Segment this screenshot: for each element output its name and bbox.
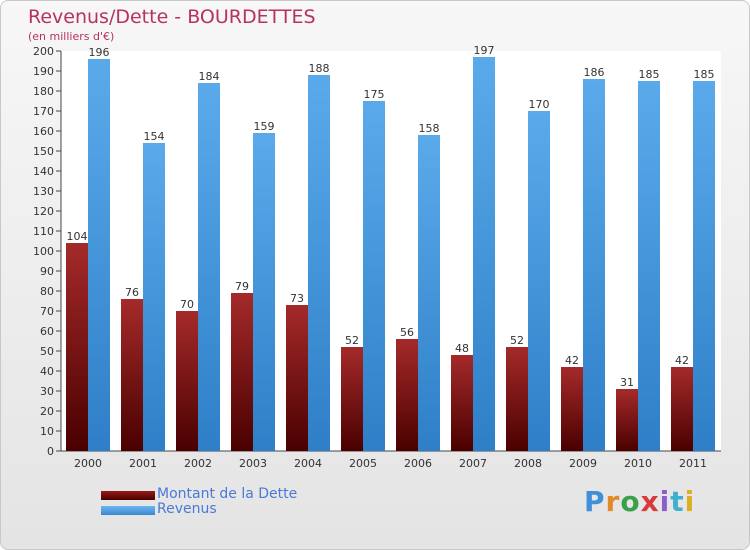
bar-revenus-2001 [143, 143, 165, 451]
y-tick-label: 140 [33, 165, 54, 178]
y-tick-label: 160 [33, 125, 54, 138]
y-tick-label: 40 [40, 365, 54, 378]
y-tick-label: 180 [33, 85, 54, 98]
y-tick-label: 110 [33, 225, 54, 238]
x-tick-label-2009: 2009 [569, 457, 597, 470]
data-label-dette-2005: 52 [345, 334, 359, 347]
bar-revenus-2007 [473, 57, 495, 451]
data-label-revenus-2003: 159 [254, 120, 275, 133]
y-tick-label: 10 [40, 425, 54, 438]
y-tick-label: 60 [40, 325, 54, 338]
y-tick-label: 200 [33, 45, 54, 58]
bar-dette-2003 [231, 293, 253, 451]
data-label-dette-2009: 42 [565, 354, 579, 367]
bar-dette-2000 [66, 243, 88, 451]
x-tick-label-2003: 2003 [239, 457, 267, 470]
x-tick-label-2008: 2008 [514, 457, 542, 470]
y-tick-label: 130 [33, 185, 54, 198]
y-tick-label: 50 [40, 345, 54, 358]
logo-letter: o [620, 485, 641, 518]
bar-dette-2009 [561, 367, 583, 451]
proxiti-logo: Proxiti [584, 485, 695, 518]
logo-letter: x [640, 485, 660, 518]
bar-dette-2010 [616, 389, 638, 451]
data-label-revenus-2000: 196 [89, 46, 110, 59]
y-tick-label: 90 [40, 265, 54, 278]
logo-letter: i [684, 485, 696, 518]
logo-letter: t [670, 485, 685, 518]
y-tick-label: 70 [40, 305, 54, 318]
y-tick-label: 150 [33, 145, 54, 158]
x-tick-label-2006: 2006 [404, 457, 432, 470]
legend-swatch-dette [101, 491, 155, 500]
bar-dette-2002 [176, 311, 198, 451]
data-label-dette-2010: 31 [620, 376, 634, 389]
y-tick-label: 170 [33, 105, 54, 118]
x-tick-label-2011: 2011 [679, 457, 707, 470]
data-label-revenus-2006: 158 [419, 122, 440, 135]
y-tick-label: 80 [40, 285, 54, 298]
chart-title: Revenus/Dette - BOURDETTES [28, 6, 316, 28]
data-label-dette-2000: 104 [67, 230, 88, 243]
bar-dette-2008 [506, 347, 528, 451]
bar-revenus-2009 [583, 79, 605, 451]
x-tick-label-2010: 2010 [624, 457, 652, 470]
data-label-revenus-2011: 185 [694, 68, 715, 81]
legend-label-revenus: Revenus [157, 501, 217, 517]
bar-dette-2006 [396, 339, 418, 451]
bar-revenus-2004 [308, 75, 330, 451]
data-label-dette-2011: 42 [675, 354, 689, 367]
plot-area [61, 51, 721, 451]
logo-letter: P [584, 485, 606, 518]
bar-dette-2005 [341, 347, 363, 451]
data-label-revenus-2010: 185 [639, 68, 660, 81]
bar-revenus-2003 [253, 133, 275, 451]
data-label-dette-2004: 73 [290, 292, 304, 305]
x-tick-label-2005: 2005 [349, 457, 377, 470]
logo-letter: r [605, 485, 621, 518]
y-tick-label: 20 [40, 405, 54, 418]
data-label-revenus-2008: 170 [529, 98, 550, 111]
x-tick-label-2000: 2000 [74, 457, 102, 470]
bar-dette-2007 [451, 355, 473, 451]
bar-revenus-2005 [363, 101, 385, 451]
y-tick-label: 120 [33, 205, 54, 218]
bar-dette-2004 [286, 305, 308, 451]
y-tick-label: 0 [47, 445, 54, 458]
data-label-revenus-2002: 184 [199, 70, 220, 83]
data-label-revenus-2007: 197 [474, 44, 495, 57]
x-tick-label-2007: 2007 [459, 457, 487, 470]
x-tick-label-2001: 2001 [129, 457, 157, 470]
bar-dette-2001 [121, 299, 143, 451]
logo-letter: i [659, 485, 671, 518]
chart-subtitle: (en milliers d'€) [28, 30, 115, 43]
data-label-revenus-2001: 154 [144, 130, 165, 143]
data-label-dette-2003: 79 [235, 280, 249, 293]
x-tick-label-2002: 2002 [184, 457, 212, 470]
x-tick-label-2004: 2004 [294, 457, 322, 470]
bar-revenus-2008 [528, 111, 550, 451]
bar-revenus-2002 [198, 83, 220, 451]
bar-revenus-2006 [418, 135, 440, 451]
legend-swatch-revenus [101, 506, 155, 515]
bar-revenus-2000 [88, 59, 110, 451]
bar-dette-2011 [671, 367, 693, 451]
data-label-revenus-2009: 186 [584, 66, 605, 79]
data-label-revenus-2004: 188 [309, 62, 330, 75]
data-label-dette-2007: 48 [455, 342, 469, 355]
data-label-dette-2001: 76 [125, 286, 139, 299]
data-label-revenus-2005: 175 [364, 88, 385, 101]
legend-label-dette: Montant de la Dette [157, 486, 298, 502]
data-label-dette-2008: 52 [510, 334, 524, 347]
data-label-dette-2006: 56 [400, 326, 414, 339]
bar-revenus-2010 [638, 81, 660, 451]
y-tick-label: 30 [40, 385, 54, 398]
y-tick-label: 100 [33, 245, 54, 258]
data-label-dette-2002: 70 [180, 298, 194, 311]
bar-revenus-2011 [693, 81, 715, 451]
y-tick-label: 190 [33, 65, 54, 78]
